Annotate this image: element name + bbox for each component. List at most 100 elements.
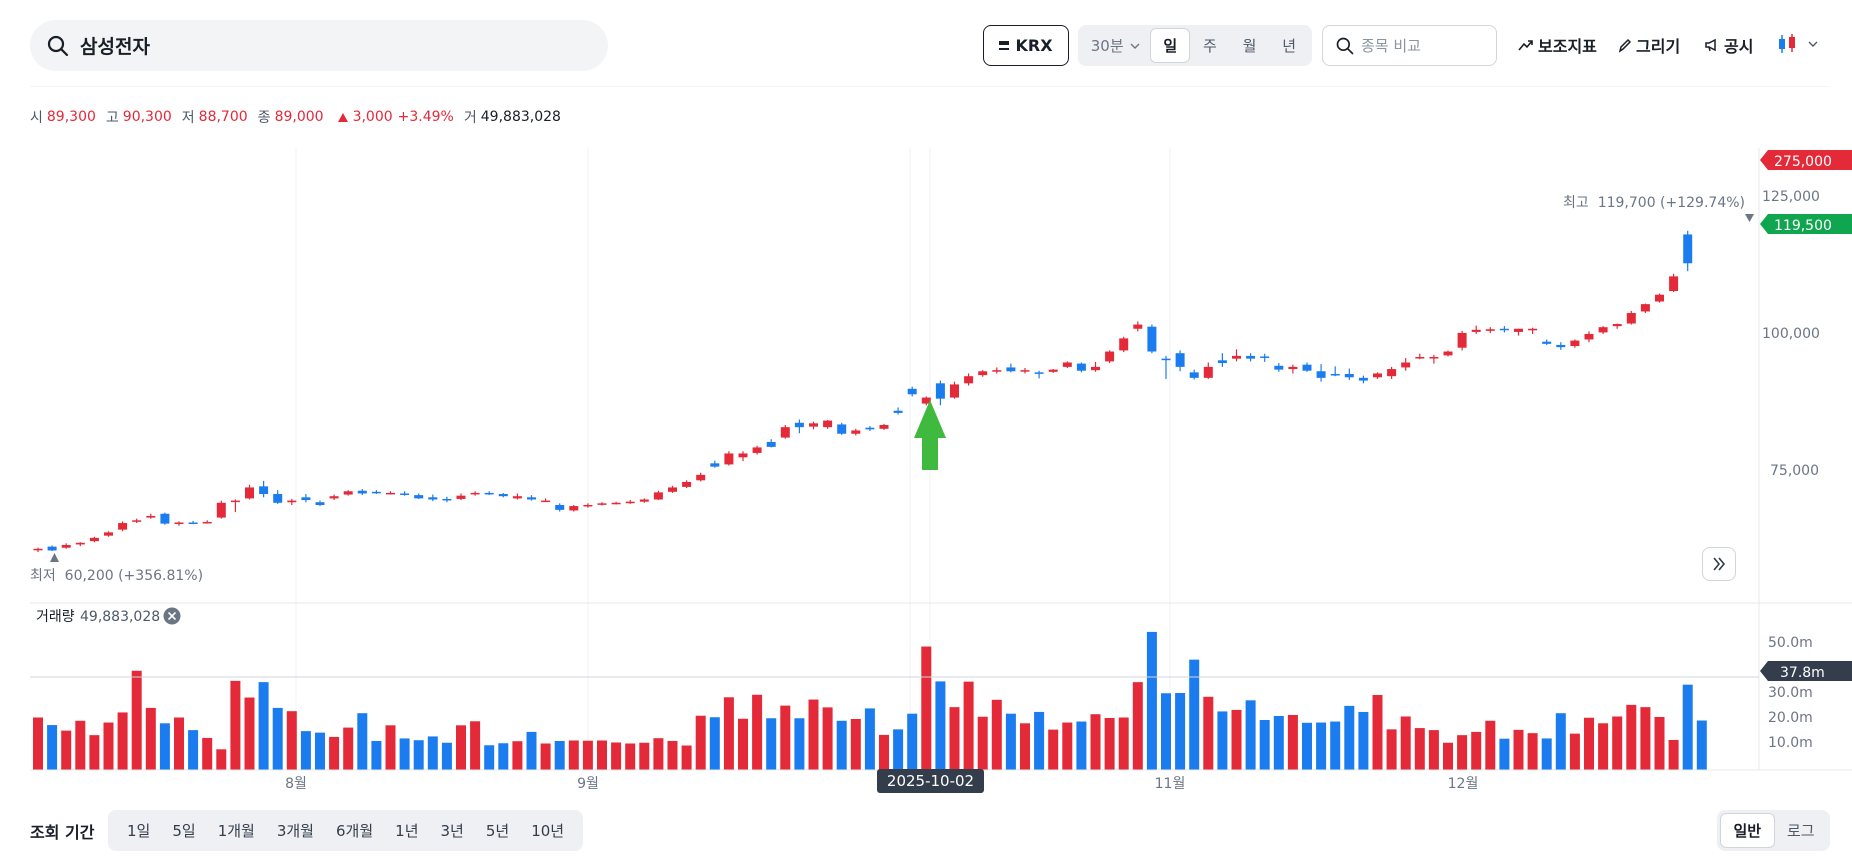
volume-panel-label: 거래량 (36, 609, 75, 625)
candle-body (329, 496, 339, 499)
candle-body (921, 397, 931, 404)
volume-bar (286, 711, 297, 770)
period-3m[interactable]: 3개월 (276, 822, 314, 840)
interval-year-tab[interactable]: 년 (1282, 37, 1297, 55)
stock-search-bar[interactable]: 삼성전자 (30, 20, 608, 71)
change-percent: +3.49% (397, 109, 454, 125)
interval-week-tab[interactable]: 주 (1202, 37, 1217, 55)
candle-body (1373, 373, 1382, 378)
volume-bar (526, 731, 537, 770)
scale-linear-tab[interactable]: 일반 (1720, 813, 1775, 848)
low-value: 88,700 (198, 109, 248, 125)
candle-body (1316, 371, 1326, 378)
volume-bar (540, 743, 551, 770)
volume-bar (1555, 713, 1566, 770)
volume-bar (1231, 709, 1242, 770)
period-5y[interactable]: 5년 (485, 822, 510, 840)
change-amount: 3,000 (352, 109, 393, 125)
period-label: 조회 기간 (30, 823, 95, 842)
interval-day-tab[interactable]: 일 (1150, 28, 1191, 63)
period-3y[interactable]: 3년 (440, 822, 464, 840)
candle-body (1457, 332, 1467, 348)
volume-bar (258, 682, 269, 770)
candle-body (639, 499, 649, 502)
volume-bar (1104, 717, 1115, 770)
period-1d[interactable]: 1일 (127, 822, 151, 840)
volume-bar (822, 707, 833, 770)
period-10y[interactable]: 10년 (531, 822, 565, 840)
candle-body (484, 492, 494, 495)
scale-log-tab[interactable]: 로그 (1786, 822, 1815, 840)
volume-bar (752, 694, 763, 770)
volume-bar (484, 745, 495, 770)
candle-body (964, 376, 974, 384)
volume-label: 거 (463, 110, 477, 126)
candle-body (950, 384, 959, 398)
interval-minute-dropdown[interactable]: 30분 (1081, 28, 1150, 63)
candle-body (1260, 356, 1270, 358)
month-label-sep: 9월 (577, 776, 599, 792)
volume-bar (1612, 716, 1623, 770)
volume-bar (1358, 711, 1369, 770)
candle-body (75, 542, 85, 545)
candle-body (1655, 294, 1664, 302)
interval-minute-label: 30분 (1090, 37, 1124, 55)
trend-line-icon (1518, 40, 1533, 51)
candle-body (710, 463, 720, 467)
period-1m[interactable]: 1개월 (217, 822, 255, 840)
volume-bar (498, 743, 509, 770)
volume-bar (1076, 721, 1087, 770)
volume-bar (907, 713, 918, 770)
arrow-up-annotation (914, 400, 946, 470)
disclosure-label: 공시 (1724, 37, 1754, 56)
volume-bar (1386, 729, 1397, 770)
candle-body (1288, 366, 1298, 370)
chart-type-dropdown[interactable] (1777, 33, 1819, 55)
interval-month-tab[interactable]: 월 (1242, 37, 1257, 55)
candle-body (1358, 377, 1368, 381)
volume-bar (188, 730, 199, 770)
price-chart[interactable]: 125,000 100,000 75,000 275,000 119,500 최… (0, 140, 1852, 795)
volume-bar (625, 743, 636, 770)
volume-bar (1626, 704, 1637, 770)
period-1y[interactable]: 1년 (395, 822, 419, 840)
candle-body (1330, 374, 1340, 376)
candle-body (273, 494, 283, 503)
candle-body (287, 500, 297, 503)
compare-search-input[interactable]: 종목 비교 (1322, 25, 1497, 66)
close-volume-icon[interactable] (163, 607, 181, 625)
volume-bar (963, 681, 974, 770)
expand-chart-button[interactable] (1702, 547, 1736, 581)
volume-bar (159, 723, 170, 770)
volume-bar (441, 742, 452, 770)
volume-bar (61, 730, 72, 770)
volume-tick-50m: 50.0m (1768, 635, 1813, 651)
volume-bar (1217, 711, 1228, 770)
candle-body (682, 481, 692, 487)
volume-bar (1287, 714, 1298, 770)
candle-body (893, 410, 903, 413)
period-6m[interactable]: 6개월 (336, 822, 374, 840)
candle-body (992, 370, 1002, 372)
candle-body (414, 495, 424, 499)
candle-body (541, 500, 551, 503)
candle-body (696, 474, 706, 481)
candle-body (1471, 329, 1481, 332)
period-5d[interactable]: 5일 (172, 822, 196, 840)
candle-body (1499, 328, 1509, 331)
close-label: 종 (257, 110, 271, 126)
candlestick-icon (1779, 34, 1795, 53)
high-note: 최고 119,700 (+129.74%) (1563, 195, 1745, 211)
price-tick-100000: 100,000 (1762, 326, 1820, 342)
candle-body (1485, 329, 1495, 331)
draw-button[interactable]: 그리기 (1618, 33, 1680, 57)
disclosure-button[interactable]: 공시 (1704, 33, 1753, 57)
candle-body (1570, 340, 1580, 347)
candle-body (33, 548, 43, 551)
exchange-button[interactable]: KRX (983, 25, 1069, 66)
candle-body (1062, 362, 1072, 367)
indicators-button[interactable]: 보조지표 (1518, 33, 1597, 57)
volume-bar (1175, 692, 1186, 770)
volume-bar (174, 717, 184, 770)
volume-bar (1668, 739, 1679, 770)
